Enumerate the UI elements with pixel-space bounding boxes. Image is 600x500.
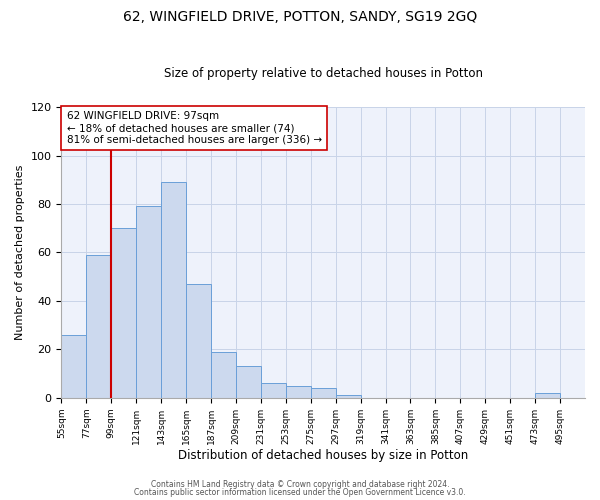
Bar xyxy=(61,335,86,398)
Bar xyxy=(286,386,311,398)
Text: Contains HM Land Registry data © Crown copyright and database right 2024.: Contains HM Land Registry data © Crown c… xyxy=(151,480,449,489)
Bar xyxy=(161,182,186,398)
Y-axis label: Number of detached properties: Number of detached properties xyxy=(15,165,25,340)
Text: 62, WINGFIELD DRIVE, POTTON, SANDY, SG19 2GQ: 62, WINGFIELD DRIVE, POTTON, SANDY, SG19… xyxy=(123,10,477,24)
Bar xyxy=(236,366,261,398)
Bar xyxy=(86,255,111,398)
X-axis label: Distribution of detached houses by size in Potton: Distribution of detached houses by size … xyxy=(178,450,469,462)
Bar xyxy=(211,352,236,398)
Bar xyxy=(535,393,560,398)
Text: 62 WINGFIELD DRIVE: 97sqm
← 18% of detached houses are smaller (74)
81% of semi-: 62 WINGFIELD DRIVE: 97sqm ← 18% of detac… xyxy=(67,112,322,144)
Bar xyxy=(186,284,211,398)
Bar xyxy=(111,228,136,398)
Title: Size of property relative to detached houses in Potton: Size of property relative to detached ho… xyxy=(164,66,483,80)
Bar xyxy=(136,206,161,398)
Bar xyxy=(261,384,286,398)
Bar xyxy=(335,396,361,398)
Text: Contains public sector information licensed under the Open Government Licence v3: Contains public sector information licen… xyxy=(134,488,466,497)
Bar xyxy=(311,388,335,398)
